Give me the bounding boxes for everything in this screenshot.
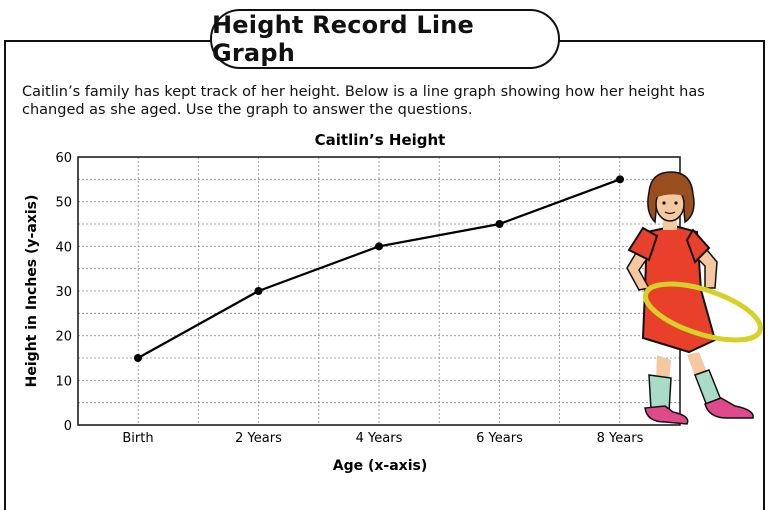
- girl-figure: [626, 171, 763, 425]
- x-tick-label: 6 Years: [476, 431, 523, 446]
- right-shoe: [704, 397, 754, 419]
- x-tick-label: Birth: [122, 431, 153, 446]
- page-title: Height Record Line Graph: [210, 9, 560, 69]
- data-point: [254, 287, 263, 295]
- data-point: [375, 242, 383, 251]
- right-eye: [674, 201, 678, 205]
- chart-title: Caitlin’s Height: [315, 131, 446, 149]
- y-tick-label: 10: [55, 374, 72, 389]
- right-sleeve: [685, 228, 711, 264]
- height-line-chart: Caitlin’s Height 0 10 20 30 40 50 60 Birth 2 Ye…: [24, 131, 681, 474]
- left-sleeve: [627, 226, 659, 262]
- data-point: [495, 220, 504, 228]
- x-tick-label: 8 Years: [597, 431, 644, 446]
- y-tick-label: 0: [64, 419, 72, 434]
- y-tick-label: 50: [55, 196, 72, 211]
- left-eye: [662, 201, 666, 205]
- hula-hoop: [643, 281, 763, 343]
- y-axis-ticks: 0 10 20 30 40 50 60: [55, 151, 72, 434]
- y-axis-label: Height in Inches (y-axis): [24, 195, 40, 388]
- mouth: [664, 211, 676, 215]
- left-shoe: [644, 405, 689, 425]
- x-tick-label: 4 Years: [356, 431, 403, 446]
- y-tick-label: 20: [55, 330, 72, 345]
- chart-grid: [78, 157, 680, 425]
- intro-text: Caitlin’s family has kept track of her h…: [22, 83, 762, 119]
- height-data-points: [134, 175, 624, 362]
- girl-with-hula-hoop-illustration: [626, 171, 763, 425]
- x-tick-label: 2 Years: [235, 431, 282, 446]
- y-tick-label: 30: [55, 285, 72, 300]
- bangs: [655, 186, 685, 198]
- data-point: [616, 175, 624, 184]
- data-point: [134, 354, 142, 362]
- y-tick-label: 40: [55, 240, 72, 255]
- intro-line-2: changed as she aged. Use the graph to an…: [22, 102, 473, 118]
- intro-line-1: Caitlin’s family has kept track of her h…: [22, 84, 705, 100]
- x-axis-ticks: Birth 2 Years 4 Years 6 Years 8 Years: [122, 431, 643, 446]
- y-tick-label: 60: [55, 151, 72, 166]
- x-axis-label: Age (x-axis): [333, 458, 427, 474]
